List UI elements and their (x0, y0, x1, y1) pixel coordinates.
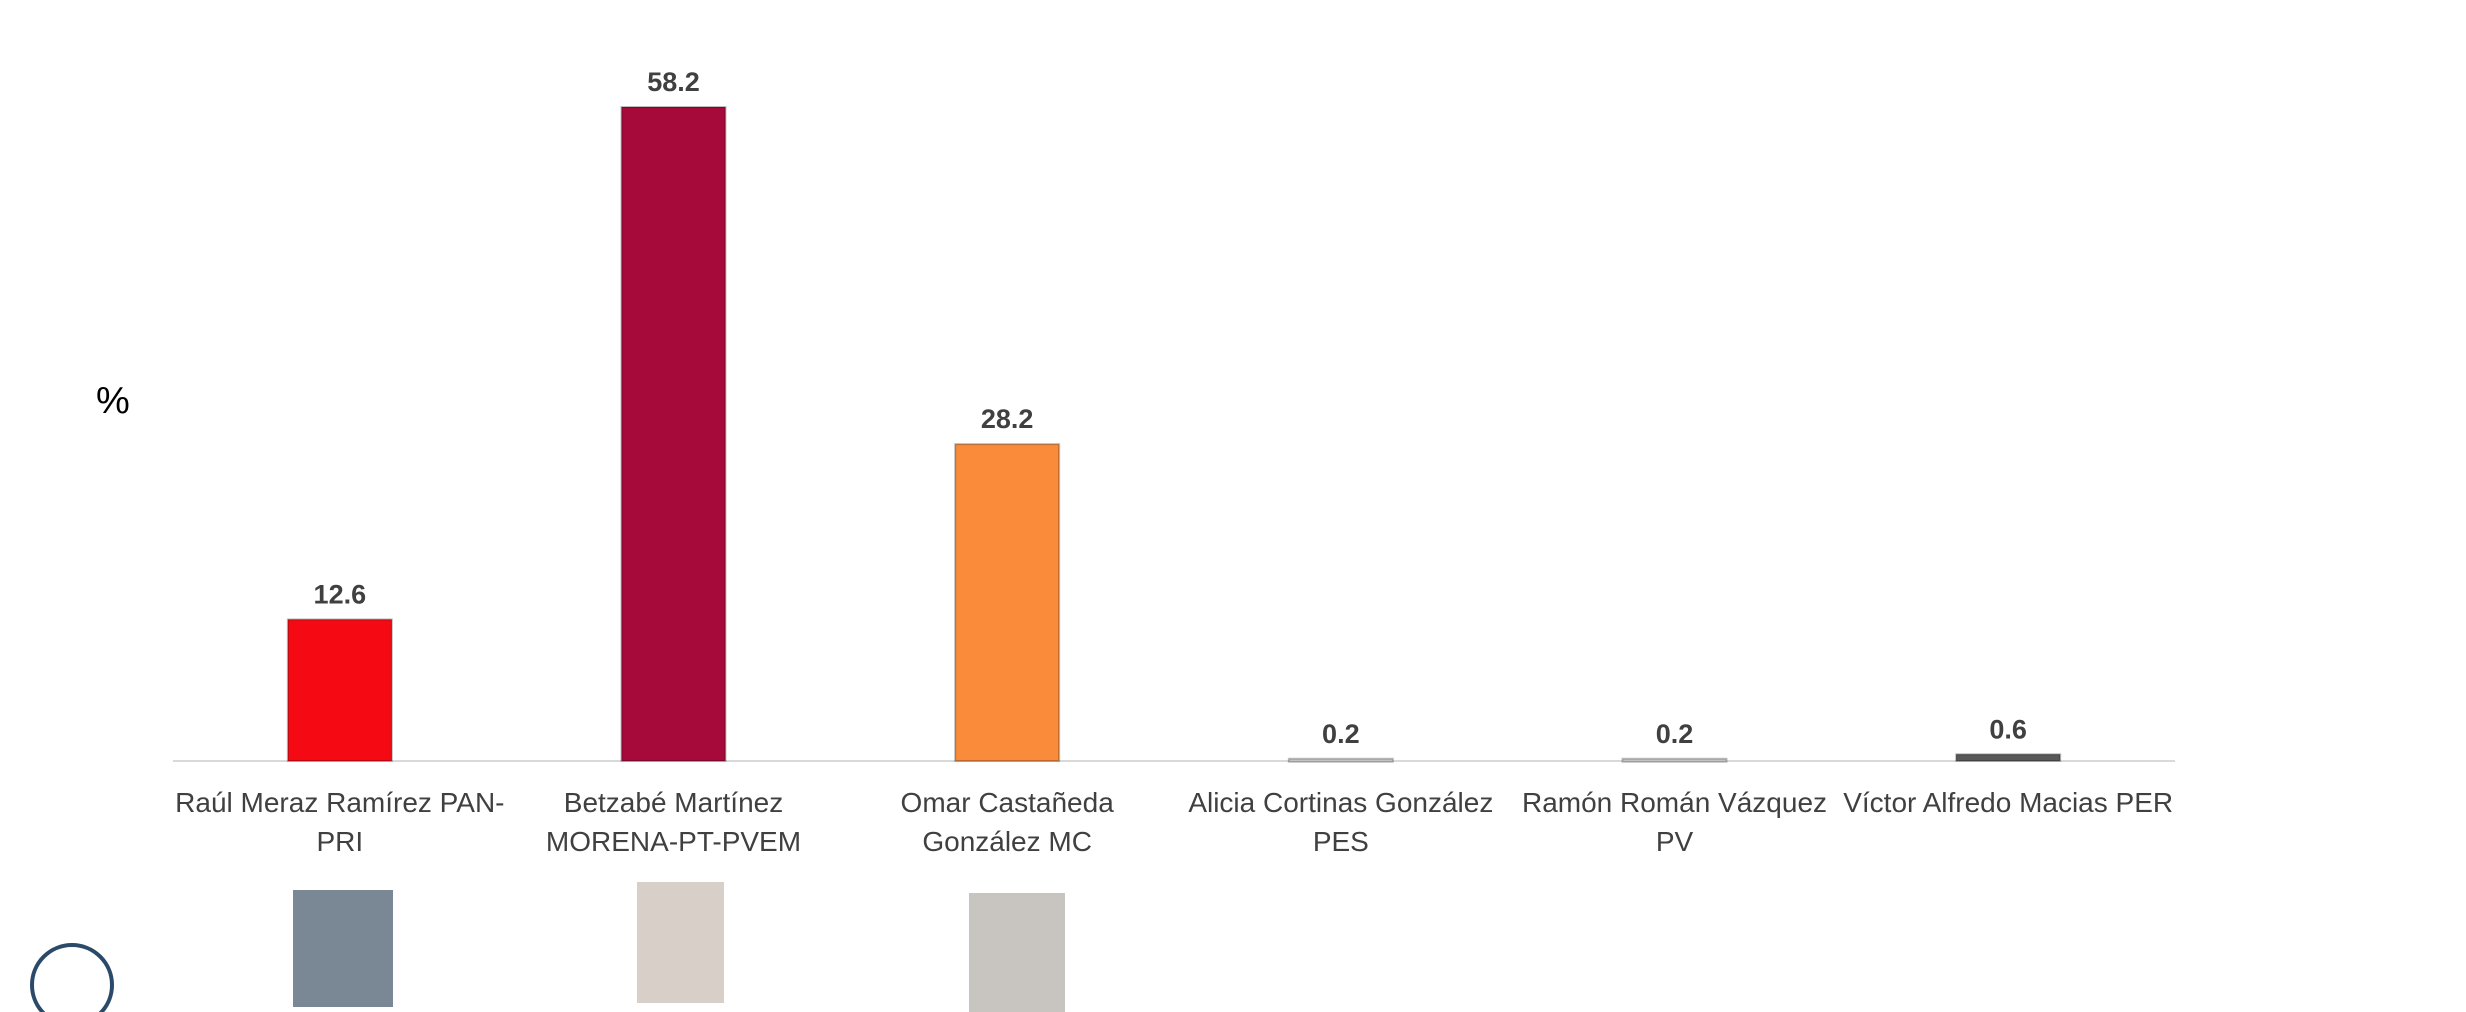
x-tick-label: Alicia Cortinas González PES (1188, 787, 1494, 857)
bar (1621, 757, 1728, 763)
bar (286, 618, 393, 762)
candidate-photo (637, 882, 724, 1003)
y-axis-label: % (96, 380, 130, 422)
value-label: 0.2 (1322, 719, 1360, 749)
value-label: 28.2 (981, 404, 1034, 434)
value-label: 58.2 (647, 67, 700, 97)
bar (954, 443, 1061, 762)
candidate-photo (969, 893, 1065, 1012)
logo (30, 943, 114, 1012)
x-tick-label: Víctor Alfredo Macias PER (1843, 787, 2174, 818)
bar (1287, 757, 1394, 763)
candidate-photo (293, 890, 393, 1007)
x-tick-label: Omar Castañeda González MC (900, 787, 1114, 857)
value-label: 12.6 (314, 579, 367, 609)
value-label: 0.2 (1656, 719, 1694, 749)
bar (1955, 753, 2062, 763)
x-tick-label: Raúl Meraz Ramírez PAN-PRI (175, 787, 505, 857)
x-tick-label: Betzabé Martínez MORENA-PT-PVEM (545, 787, 802, 857)
x-tick-label: Ramón Román Vázquez PV (1521, 787, 1828, 857)
bar (620, 106, 727, 762)
value-label: 0.6 (1989, 714, 2027, 744)
